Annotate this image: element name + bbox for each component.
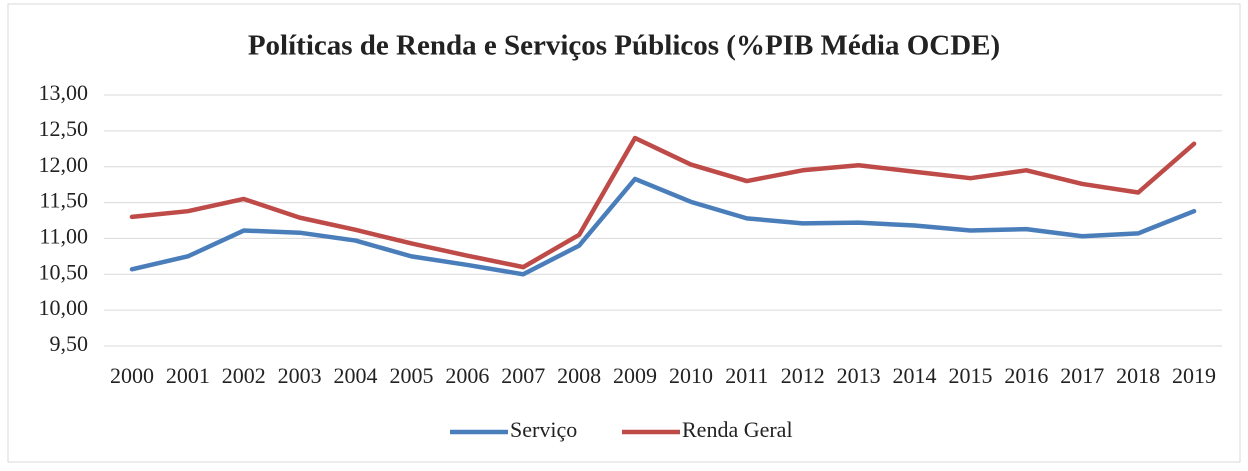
y-tick-label: 10,00 [39, 295, 89, 320]
legend-label: Renda Geral [682, 417, 793, 442]
x-tick-label: 2013 [837, 363, 881, 388]
x-tick-label: 2019 [1172, 363, 1216, 388]
x-tick-label: 2017 [1060, 363, 1104, 388]
y-tick-label: 12,50 [39, 116, 89, 141]
legend-label: Serviço [510, 417, 577, 442]
chart-frame [7, 3, 1241, 463]
chart-title: Políticas de Renda e Serviços Públicos (… [248, 30, 1000, 62]
x-tick-label: 2005 [389, 363, 433, 388]
y-tick-label: 11,50 [39, 188, 88, 213]
y-tick-label: 9,50 [50, 331, 89, 356]
x-tick-label: 2009 [613, 363, 657, 388]
x-tick-label: 2010 [669, 363, 713, 388]
x-tick-label: 2002 [222, 363, 266, 388]
x-tick-label: 2007 [501, 363, 545, 388]
data-line [129, 176, 1197, 277]
x-tick-label: 2006 [445, 363, 489, 388]
x-tick-label: 2014 [893, 363, 937, 388]
x-tick-label: 2008 [557, 363, 601, 388]
y-tick-label: 11,00 [39, 223, 88, 248]
x-tick-label: 2000 [110, 363, 154, 388]
x-tick-label: 2018 [1116, 363, 1160, 388]
x-tick-label: 2004 [334, 363, 378, 388]
y-tick-label: 13,00 [39, 80, 89, 105]
data-line [129, 135, 1197, 270]
y-tick-label: 12,00 [39, 152, 89, 177]
x-tick-label: 2012 [781, 363, 825, 388]
y-tick-label: 10,50 [39, 259, 89, 284]
x-tick-label: 2016 [1004, 363, 1048, 388]
x-tick-label: 2015 [948, 363, 992, 388]
x-tick-label: 2011 [725, 363, 768, 388]
x-tick-label: 2001 [166, 363, 210, 388]
x-tick-label: 2003 [278, 363, 322, 388]
